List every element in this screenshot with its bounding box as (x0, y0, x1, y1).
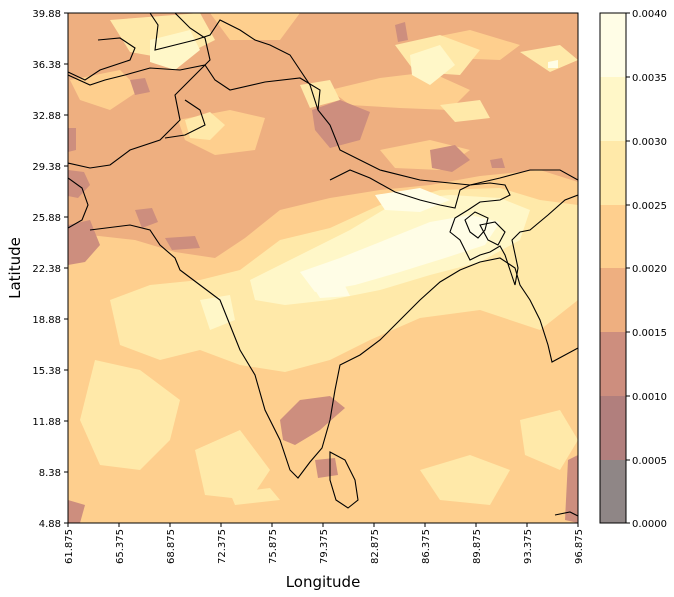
y-tick-label: 32.88 (32, 111, 61, 122)
colorbar-tick-label: 0.0010 (632, 392, 667, 403)
colorbar-swatch (600, 77, 626, 141)
y-tick-label: 39.88 (32, 9, 61, 20)
x-tick-label: 89.875 (472, 529, 483, 564)
x-tick-label: 72.375 (217, 529, 228, 564)
colorbar-tick-label: 0.0020 (632, 264, 667, 275)
y-axis (64, 12, 68, 524)
colorbar-tick-label: 0.0000 (632, 519, 667, 530)
x-tick-label: 68.875 (166, 529, 177, 564)
colorbar-tick-label: 0.0015 (632, 328, 667, 339)
x-tick-labels: 61.875 65.375 68.875 72.375 75.875 79.37… (64, 529, 585, 564)
colorbar-tick-label: 0.0005 (632, 456, 667, 467)
band-0.0010-0.0015 (68, 22, 578, 523)
y-tick-label: 18.88 (32, 315, 61, 326)
colorbar-swatch (600, 13, 626, 77)
colorbar-tick-label: 0.0030 (632, 137, 667, 148)
y-tick-label: 25.88 (32, 213, 61, 224)
colorbar: 0.0040 0.0035 0.0030 0.0025 0.0020 0.001… (599, 9, 667, 530)
y-tick-label: 15.38 (32, 366, 61, 377)
x-axis-title: Longitude (286, 573, 361, 591)
colorbar-swatch (600, 332, 626, 396)
colorbar-swatch (600, 268, 626, 332)
x-tick-label: 65.375 (115, 529, 126, 564)
x-tick-label: 82.875 (370, 529, 381, 564)
y-tick-labels: 39.88 36.38 32.88 29.38 25.88 22.38 18.8… (32, 9, 61, 530)
y-tick-label: 22.38 (32, 264, 61, 275)
y-tick-label: 4.88 (39, 519, 61, 530)
x-tick-label: 61.875 (64, 529, 75, 564)
x-tick-label: 75.875 (268, 529, 279, 564)
x-tick-label: 96.875 (574, 529, 585, 564)
colorbar-swatch (600, 141, 626, 205)
colorbar-tick-label: 0.0025 (632, 201, 667, 212)
y-tick-label: 8.38 (39, 468, 61, 479)
x-tick-label: 93.375 (523, 529, 534, 564)
colorbar-swatch (600, 205, 626, 268)
colorbar-tick-label: 0.0040 (632, 9, 667, 20)
colorbar-tick-label: 0.0035 (632, 73, 667, 84)
y-tick-label: 11.88 (32, 417, 61, 428)
colorbar-swatch (600, 396, 626, 460)
x-tick-label: 79.375 (319, 529, 330, 564)
x-axis (67, 523, 579, 527)
colorbar-swatch (600, 460, 626, 523)
y-axis-title: Latitude (6, 237, 24, 299)
band-0.0035-0.0040 (300, 60, 558, 298)
y-tick-label: 36.38 (32, 60, 61, 71)
country-borders (68, 13, 578, 517)
x-tick-label: 86.375 (421, 529, 432, 564)
contour-field (68, 13, 578, 523)
y-tick-label: 29.38 (32, 162, 61, 173)
